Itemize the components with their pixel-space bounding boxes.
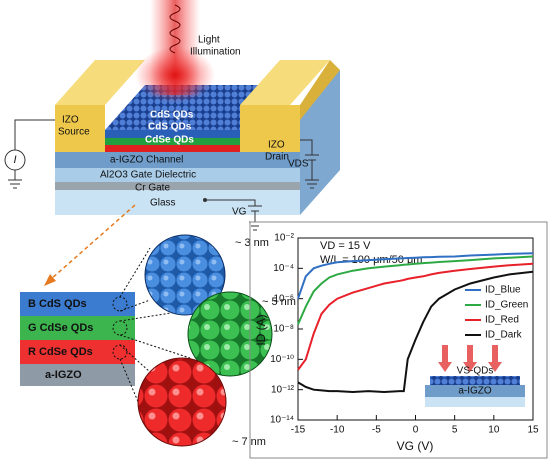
qd-zoom-red [137,357,227,447]
layer-label: a-IGZO Channel [110,155,183,166]
qd-zoom-blue [144,234,226,316]
x-tick-label: -10 [330,425,345,436]
inset-label: VS-QDs [457,366,494,377]
size-label: ~ 5 nm [262,296,296,308]
light-label: Light [198,35,220,46]
dielectric-layer [55,168,300,182]
drain-side [300,60,340,120]
drain-label: Drain [265,152,289,163]
drain-label: IZO [268,140,285,151]
source-front [55,105,105,152]
inset [425,345,525,407]
y-tick-label: 10⁻⁶ [273,293,294,304]
channel-layer [55,152,300,168]
y-tick-label: 10⁻⁴ [273,263,294,274]
y-tick-label: 10⁻¹⁴ [270,415,294,426]
light-spot [135,47,215,103]
qd-label: CdS QDs [148,122,192,133]
zoom-lines [112,247,191,431]
y-tick-label: 10⁻¹⁰ [270,354,294,365]
qd-top-face [105,85,280,130]
layer-label: Cr Gate [135,183,170,194]
y-tick-label: 10⁻¹² [271,384,295,395]
layer-label: Glass [150,198,176,209]
x-tick-label: -5 [372,425,381,436]
stack-label: G CdSe QDs [28,322,93,334]
vds-wire [300,139,319,189]
qd-label: CdS QDs [150,110,194,121]
series-line [297,255,534,325]
vds-label: VDS [288,159,309,170]
x-tick-label: 5 [452,425,458,436]
series-line [297,270,534,394]
y-axis-label: ID (A) [254,314,268,345]
stack-igzo [20,364,135,386]
vg-node [203,198,207,202]
stack-blue [20,292,135,316]
x-tick-label: 10 [488,425,500,436]
size-label: ~ 7 nm [232,436,266,448]
vg-label: VG [232,207,247,218]
legend-label: ID_Dark [485,330,523,341]
stack-label: R CdSe QDs [28,346,93,358]
light-label: Illumination [190,47,241,58]
x-tick-label: 15 [527,425,539,436]
size-label: ~ 3 nm [235,237,269,249]
circuit-wire [8,119,55,189]
inset-label: a-IGZO [458,386,492,397]
series-line [297,252,534,300]
series-line [297,262,534,371]
qd-label: CdSe QDs [145,135,194,146]
zoom-arrow [49,204,136,281]
x-tick-label: -15 [291,425,306,436]
legend-label: ID_Green [485,300,528,311]
chart-frame [249,221,548,459]
x-axis-label: VG (V) [397,439,434,453]
light-wave [169,4,181,54]
layer-label: Al2O3 Gate Dielectric [100,170,196,181]
blue-qd-row [105,130,240,138]
y-tick-label: 10⁻⁸ [273,324,294,335]
drain-front [240,105,300,152]
stack-red [20,340,135,364]
stack-green [20,316,135,340]
legend-label: ID_Blue [485,285,521,296]
stack-label: B CdS QDs [28,298,87,310]
source-top [55,60,145,105]
glass-layer [55,190,300,215]
drain-top [240,60,330,105]
zoom-arrow-head [44,274,56,286]
annotation: VD = 15 V [320,240,371,252]
ammeter [4,149,26,171]
source-label: Source [58,127,90,138]
legend-label: ID_Red [485,315,519,326]
red-qd-row [105,145,240,152]
source-label: IZO [62,115,79,126]
gate-layer [55,182,300,190]
qd-zoom-green [187,291,273,377]
y-tick-label: 10⁻² [274,233,294,244]
stack-label: a-IGZO [45,369,82,381]
current-label: I [13,154,16,166]
x-tick-label: 0 [413,425,419,436]
green-qd-row [105,138,240,145]
